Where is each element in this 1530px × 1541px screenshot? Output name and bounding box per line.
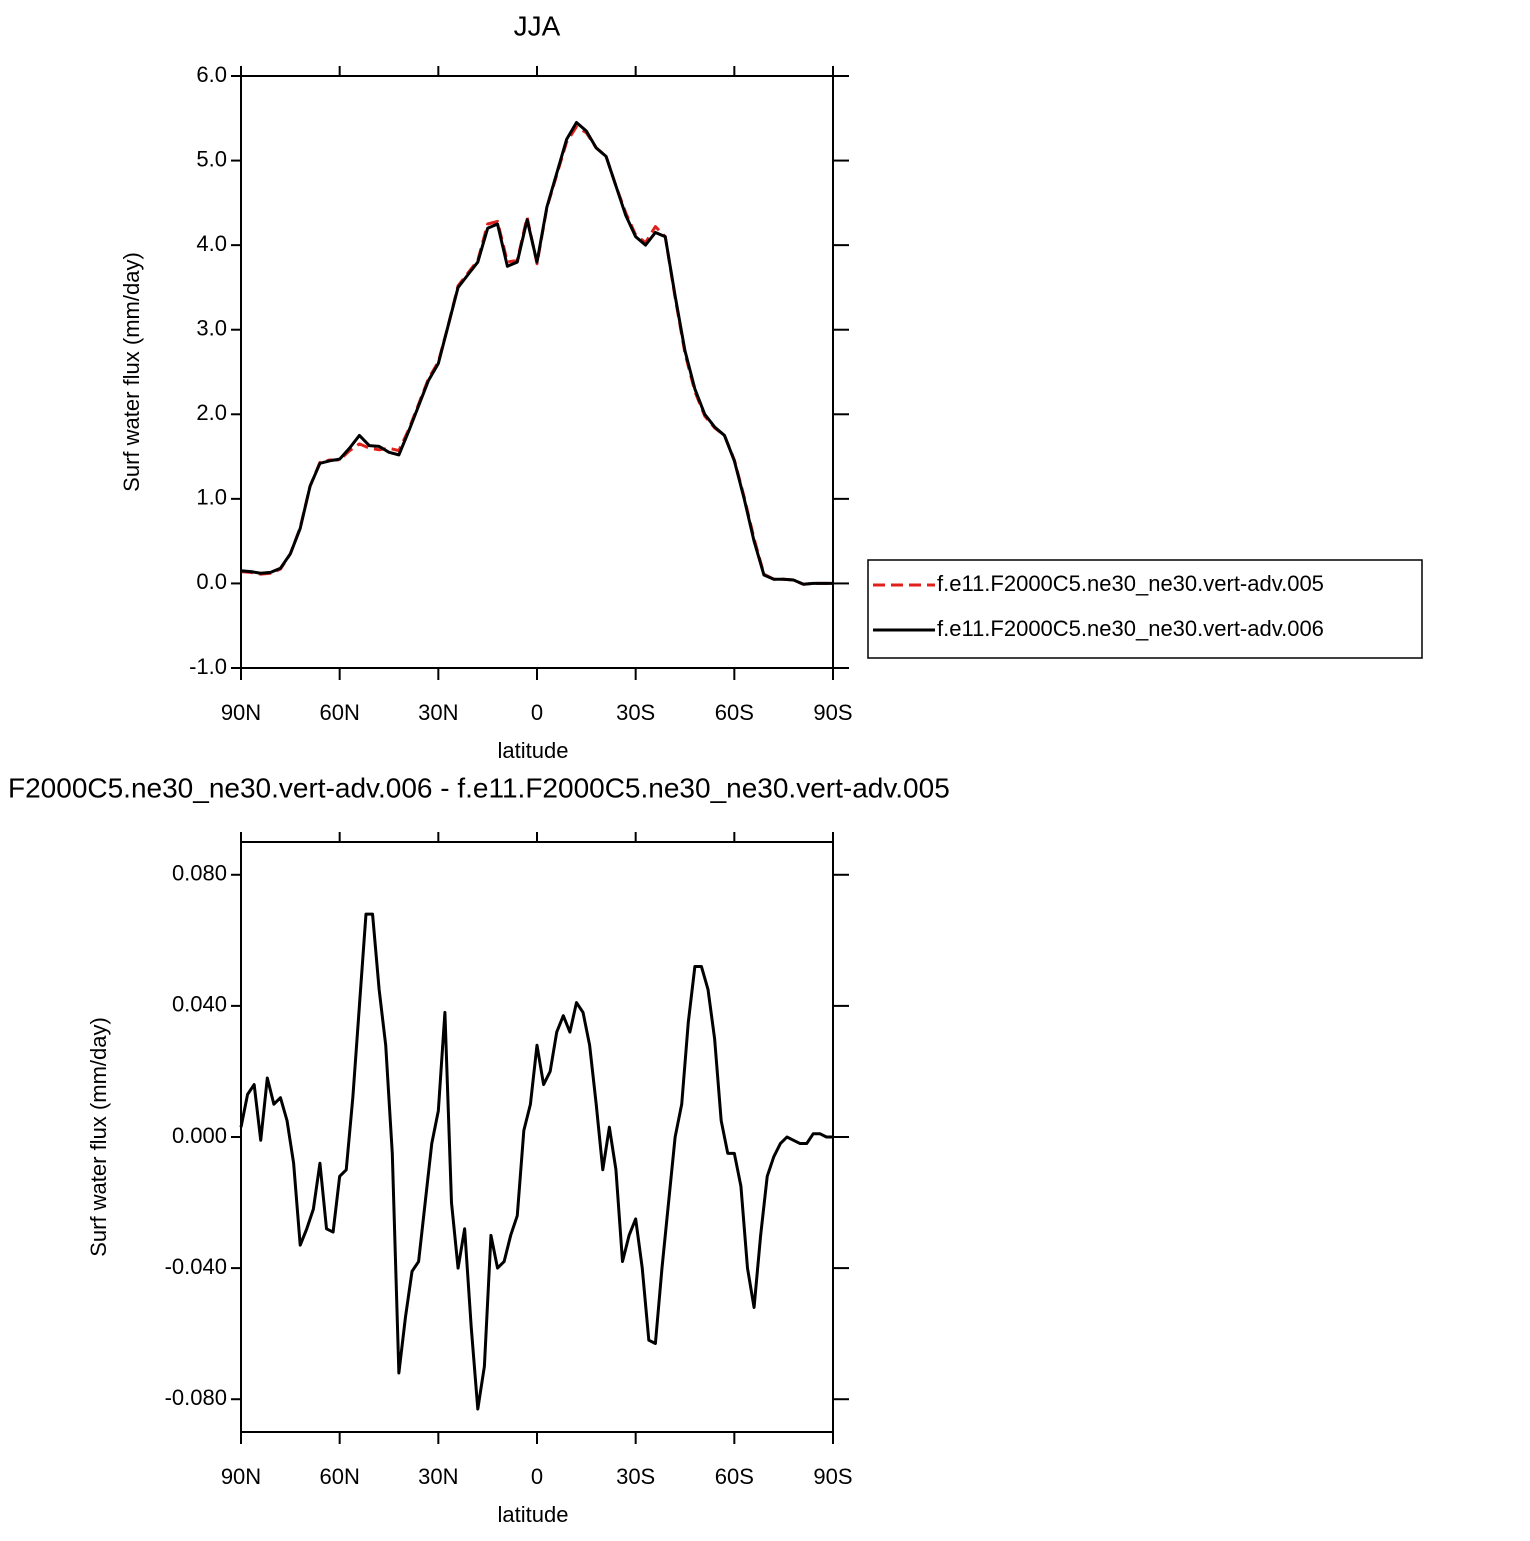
x-axis-label: latitude xyxy=(498,738,569,763)
x-tick-label: 30N xyxy=(418,700,458,725)
y-tick-label: 3.0 xyxy=(196,316,227,341)
x-tick-label: 30S xyxy=(616,700,655,725)
y-tick-label: 6.0 xyxy=(196,62,227,87)
legend-label: f.e11.F2000C5.ne30_ne30.vert-adv.005 xyxy=(937,571,1324,596)
x-tick-label: 0 xyxy=(531,1464,543,1489)
y-tick-label: 0.040 xyxy=(172,992,227,1017)
chart-title: F2000C5.ne30_ne30.vert-adv.006 - f.e11.F… xyxy=(8,772,950,803)
plot-frame xyxy=(240,841,834,1433)
y-axis-label: Surf water flux (mm/day) xyxy=(119,252,144,492)
x-tick-label: 0 xyxy=(531,700,543,725)
x-axis-label: latitude xyxy=(498,1502,569,1527)
y-tick-label: -0.040 xyxy=(165,1254,227,1279)
y-tick-label: 5.0 xyxy=(196,146,227,171)
plot-frame xyxy=(240,75,834,669)
y-tick-label: 0.080 xyxy=(172,861,227,886)
y-axis-label: Surf water flux (mm/day) xyxy=(86,1017,111,1257)
legend-label: f.e11.F2000C5.ne30_ne30.vert-adv.006 xyxy=(937,616,1324,641)
x-tick-label: 60S xyxy=(715,700,754,725)
data-line xyxy=(240,125,833,586)
chart-title: JJA xyxy=(514,10,561,41)
y-tick-label: 2.0 xyxy=(196,400,227,425)
y-tick-label: -0.080 xyxy=(165,1385,227,1410)
legend-box xyxy=(867,559,1423,659)
x-tick-label: 60N xyxy=(319,700,359,725)
x-tick-label: 30N xyxy=(418,1464,458,1489)
x-tick-label: 90N xyxy=(221,1464,261,1489)
y-tick-label: 1.0 xyxy=(196,485,227,510)
x-tick-label: 30S xyxy=(616,1464,655,1489)
y-tick-label: 0.0 xyxy=(196,569,227,594)
data-line xyxy=(240,121,833,586)
y-tick-label: -1.0 xyxy=(189,654,227,679)
x-tick-label: 60S xyxy=(715,1464,754,1489)
x-tick-label: 60N xyxy=(319,1464,359,1489)
x-tick-label: 90S xyxy=(813,700,852,725)
y-tick-label: 0.000 xyxy=(172,1123,227,1148)
x-tick-label: 90N xyxy=(221,700,261,725)
y-tick-label: 4.0 xyxy=(196,231,227,256)
data-line xyxy=(239,912,833,1411)
x-tick-label: 90S xyxy=(813,1464,852,1489)
